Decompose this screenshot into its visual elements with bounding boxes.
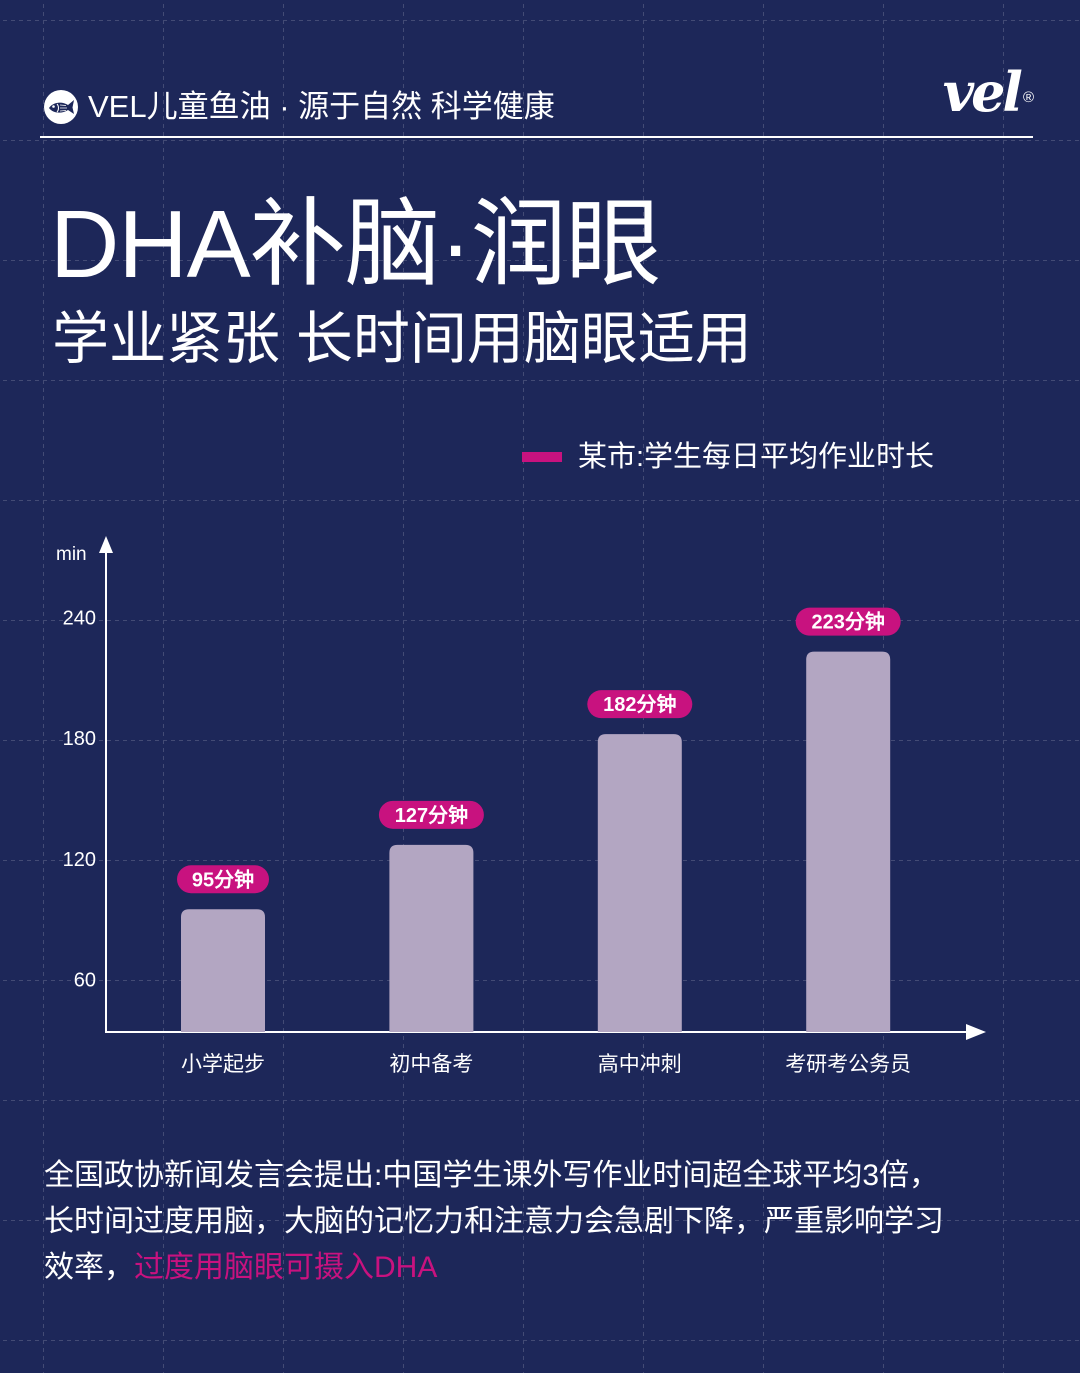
bar bbox=[806, 651, 891, 1032]
registered-mark: ® bbox=[1022, 89, 1034, 106]
bar bbox=[181, 909, 265, 1032]
footer-line-1: 全国政协新闻发言会提出:中国学生课外写作业时间超全球平均3倍， bbox=[44, 1159, 940, 1192]
fish-icon bbox=[44, 90, 78, 124]
category-label: 初中备考 bbox=[389, 1053, 473, 1076]
bar bbox=[597, 734, 682, 1032]
y-tick-label: 240 bbox=[63, 607, 96, 629]
brand-logo: vel ® bbox=[943, 62, 1034, 124]
footer-line-2: 长时间过度用脑，大脑的记忆力和注意力会急剧下降，严重影响学习 bbox=[44, 1205, 944, 1238]
data-label-pill bbox=[795, 607, 901, 636]
data-label-pill bbox=[378, 800, 484, 829]
category-label: 小学起步 bbox=[181, 1053, 265, 1076]
y-tick-labels: 60 120 180 240 bbox=[63, 607, 96, 991]
category-labels: 小学起步 初中备考 高中冲刺 考研考公务员 bbox=[181, 1053, 911, 1076]
header-divider bbox=[40, 136, 1033, 138]
brand-tagline: VEL儿童鱼油 · 源于自然 科学健康 bbox=[88, 89, 555, 124]
logo-text: vel bbox=[942, 60, 1023, 124]
data-label: 127分钟 bbox=[395, 803, 468, 827]
category-label: 高中冲刺 bbox=[598, 1053, 682, 1076]
data-label: 182分钟 bbox=[603, 692, 676, 716]
footer-paragraph: 全国政协新闻发言会提出:中国学生课外写作业时间超全球平均3倍， 长时间过度用脑，… bbox=[44, 1153, 944, 1291]
category-label: 考研考公务员 bbox=[785, 1053, 911, 1076]
y-axis-label: min bbox=[56, 544, 87, 565]
page-title: DHA补脑·润眼 bbox=[50, 191, 662, 298]
footer-highlight: 过度用脑眼可摄入DHA bbox=[134, 1251, 438, 1284]
y-axis-arrow bbox=[99, 536, 113, 553]
data-label: 223分钟 bbox=[812, 610, 885, 634]
legend-swatch bbox=[522, 452, 562, 462]
page-subtitle: 学业紧张 长时间用脑眼适用 bbox=[52, 307, 752, 371]
y-tick-label: 120 bbox=[63, 849, 96, 871]
footer-line-3-text: 效率， bbox=[44, 1251, 134, 1284]
bars: 95分钟 127分钟 182分钟 223分钟 bbox=[177, 607, 901, 1032]
data-label-pill bbox=[177, 865, 269, 894]
y-tick-label: 180 bbox=[63, 728, 96, 750]
y-tick-label: 60 bbox=[74, 970, 96, 992]
footer-line-3: 效率，过度用脑眼可摄入DHA bbox=[44, 1245, 944, 1291]
x-axis-arrow bbox=[966, 1024, 986, 1040]
data-label: 95分钟 bbox=[192, 867, 254, 891]
bar bbox=[389, 844, 474, 1032]
data-label-pill bbox=[587, 690, 693, 719]
legend-label: 某市:学生每日平均作业时长 bbox=[578, 441, 935, 473]
